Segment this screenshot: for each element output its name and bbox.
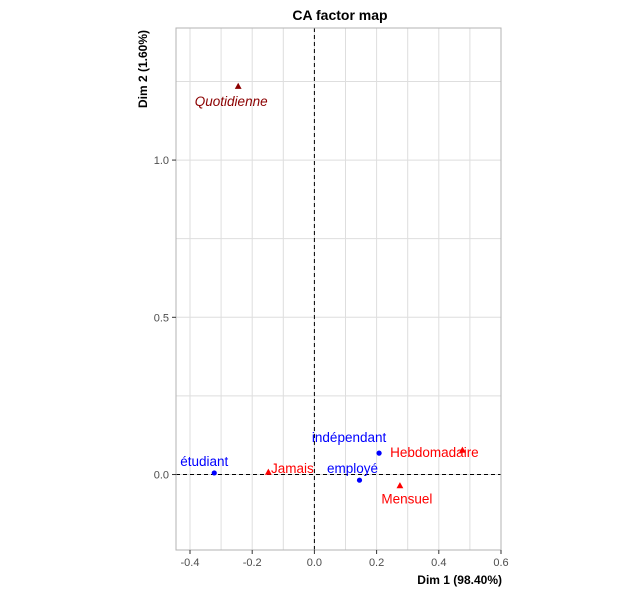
- point-marker: [234, 82, 242, 89]
- chart-title: CA factor map: [292, 7, 387, 23]
- point-label: Mensuel: [381, 492, 432, 507]
- panel-border: [175, 27, 502, 551]
- y-axis-label: Dim 2 (1.60%): [136, 30, 150, 108]
- reference-lines: [176, 28, 501, 550]
- x-tick-label: 0.4: [431, 557, 446, 569]
- point-label: Jamais: [271, 461, 314, 476]
- points: étudiant indépendant employé Jamais Hebdomad…: [180, 82, 479, 507]
- point-label: étudiant: [180, 454, 228, 469]
- y-tick-label: 1.0: [154, 155, 169, 167]
- y-axis-ticks: 0.0 0.5 1.0: [154, 155, 176, 482]
- x-tick-label: -0.4: [181, 557, 200, 569]
- point-label: employé: [327, 461, 378, 476]
- point-marker: [459, 446, 466, 453]
- point-marker: [211, 470, 217, 476]
- x-axis-label: Dim 1 (98.40%): [417, 573, 502, 587]
- x-axis-ticks: -0.4 -0.2 0.0 0.2 0.4 0.6: [181, 550, 509, 569]
- point-marker: [264, 468, 272, 475]
- x-tick-label: 0.0: [307, 557, 322, 569]
- y-tick-label: 0.5: [154, 312, 169, 324]
- point-label: Hebdomadaire: [390, 445, 479, 460]
- y-tick-label: 0.0: [154, 470, 169, 482]
- point-marker: [356, 477, 363, 483]
- point-label: indépendant: [312, 430, 387, 445]
- point-marker: [396, 482, 404, 489]
- x-tick-label: 0.6: [493, 557, 508, 569]
- point-label: Quotidienne: [195, 94, 268, 109]
- x-tick-label: 0.2: [369, 557, 384, 569]
- x-tick-label: -0.2: [243, 557, 262, 569]
- point-marker: [376, 450, 382, 456]
